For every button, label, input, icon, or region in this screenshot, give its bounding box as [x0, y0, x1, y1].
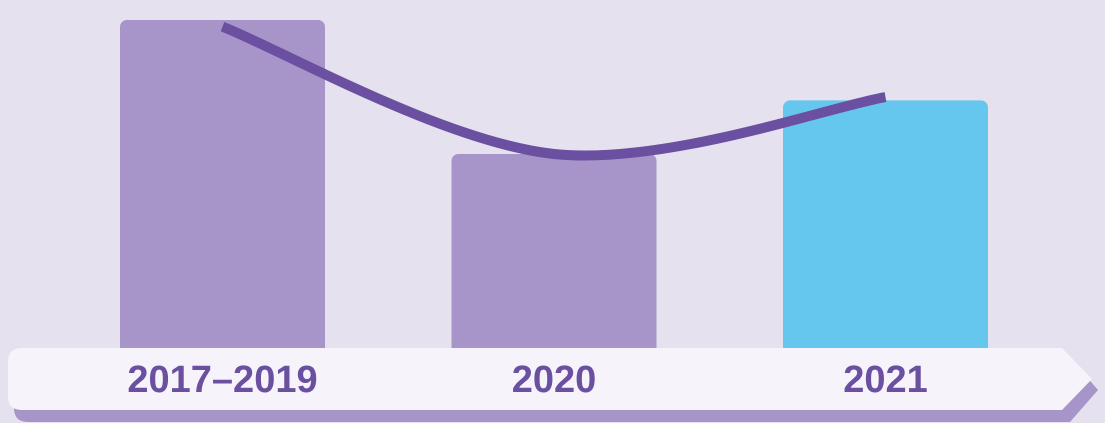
trend — [220, 22, 887, 161]
bar — [783, 100, 988, 364]
x-tick-label: 2021 — [843, 359, 928, 401]
x-tick-label: 2017–2019 — [127, 359, 317, 401]
labels: 2017–2019 2020 2021 — [127, 359, 927, 401]
bar — [120, 20, 325, 363]
bar — [451, 154, 657, 363]
timeline-band — [8, 348, 1092, 410]
x-tick-label: 2020 — [512, 359, 597, 401]
trend-line — [220, 22, 887, 161]
bars — [120, 20, 988, 364]
